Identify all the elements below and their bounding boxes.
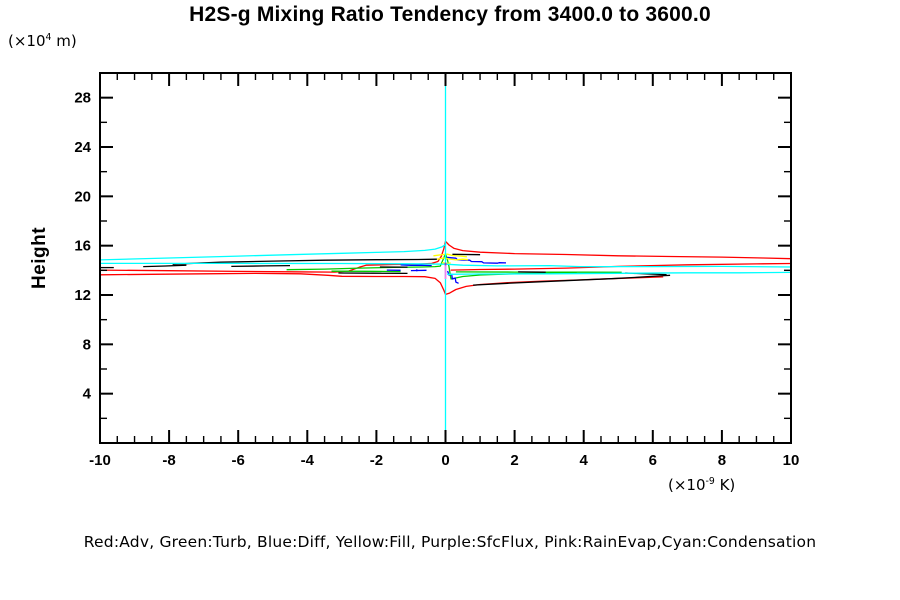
series-line bbox=[473, 274, 671, 286]
x-tick-label: 0 bbox=[441, 452, 449, 469]
x-tick-label: 2 bbox=[510, 452, 518, 469]
x-unit-pre: (×10 bbox=[668, 476, 706, 494]
y-tick-label: 16 bbox=[74, 238, 91, 255]
x-unit-post: K) bbox=[714, 476, 736, 494]
series-line bbox=[99, 243, 446, 261]
series-line bbox=[441, 262, 451, 265]
y-tick-label: 24 bbox=[74, 139, 91, 156]
series-condensation bbox=[99, 73, 792, 443]
x-tick-label: -10 bbox=[89, 452, 111, 469]
series-legend: Red:Adv, Green:Turb, Blue:Diff, Yellow:F… bbox=[83, 533, 817, 551]
series-line bbox=[100, 262, 792, 268]
y-tick-label: 20 bbox=[74, 188, 91, 205]
x-tick-label: -8 bbox=[162, 452, 175, 469]
series-line bbox=[436, 257, 469, 261]
x-axis-unit-label: (×10-9 K) bbox=[668, 476, 735, 494]
y-tick-label: 8 bbox=[83, 336, 91, 353]
y-unit-post: m) bbox=[51, 32, 77, 50]
x-tick-label: -6 bbox=[232, 452, 245, 469]
series-line bbox=[99, 240, 792, 273]
series-line bbox=[231, 264, 291, 268]
y-tick-label: 28 bbox=[74, 90, 91, 107]
x-tick-label: 4 bbox=[580, 452, 589, 469]
x-tick-label: -4 bbox=[301, 452, 315, 469]
x-tick-label: 6 bbox=[649, 452, 657, 469]
series-line bbox=[400, 264, 432, 267]
x-unit-exponent: -9 bbox=[705, 476, 715, 487]
series-diff bbox=[386, 256, 507, 284]
y-axis-title: Height bbox=[29, 226, 50, 290]
x-tick-label: 10 bbox=[783, 452, 800, 469]
y-unit-exponent: 4 bbox=[45, 32, 52, 43]
chart-title: H2S-g Mixing Ratio Tendency from 3400.0 … bbox=[189, 3, 711, 26]
series-line bbox=[143, 264, 187, 268]
y-unit-pre: (×10 bbox=[8, 32, 46, 50]
series-fill bbox=[433, 253, 469, 265]
x-tick-label: -2 bbox=[370, 452, 383, 469]
series-line bbox=[172, 258, 437, 265]
series-line bbox=[446, 270, 459, 284]
y-tick-label: 12 bbox=[74, 287, 91, 304]
series-total bbox=[100, 253, 671, 286]
series-line bbox=[447, 256, 507, 264]
series-line bbox=[433, 253, 467, 258]
x-tick-label: 8 bbox=[718, 452, 726, 469]
series-line bbox=[99, 272, 664, 296]
y-axis-unit-label: (×104 m) bbox=[8, 32, 77, 50]
y-tick-label: 4 bbox=[83, 386, 92, 403]
series-line bbox=[447, 271, 792, 275]
